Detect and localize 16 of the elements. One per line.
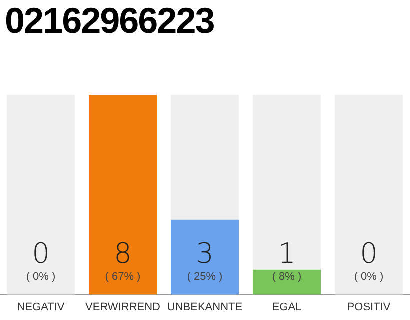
data-label: 8 bbox=[114, 236, 132, 270]
data-label: 1 bbox=[278, 236, 296, 270]
annotation: ( 8% ) bbox=[272, 270, 302, 283]
chart-title: 02162966223 bbox=[5, 0, 214, 42]
x-tick-label: POSITIV bbox=[347, 301, 392, 314]
x-tick-label: EGAL bbox=[272, 301, 302, 314]
x-tick-label: NEGATIV bbox=[17, 301, 66, 314]
data-label: 0 bbox=[360, 236, 378, 270]
annotation: ( 67% ) bbox=[105, 270, 141, 283]
annotation: ( 0% ) bbox=[26, 270, 56, 283]
data-label: 0 bbox=[32, 236, 50, 270]
annotation: ( 25% ) bbox=[187, 270, 223, 283]
data-label: 3 bbox=[196, 236, 214, 270]
x-tick-label: UNBEKANNTE bbox=[167, 301, 243, 314]
x-tick-label: VERWIRREND bbox=[86, 301, 161, 314]
annotation: ( 0% ) bbox=[354, 270, 384, 283]
